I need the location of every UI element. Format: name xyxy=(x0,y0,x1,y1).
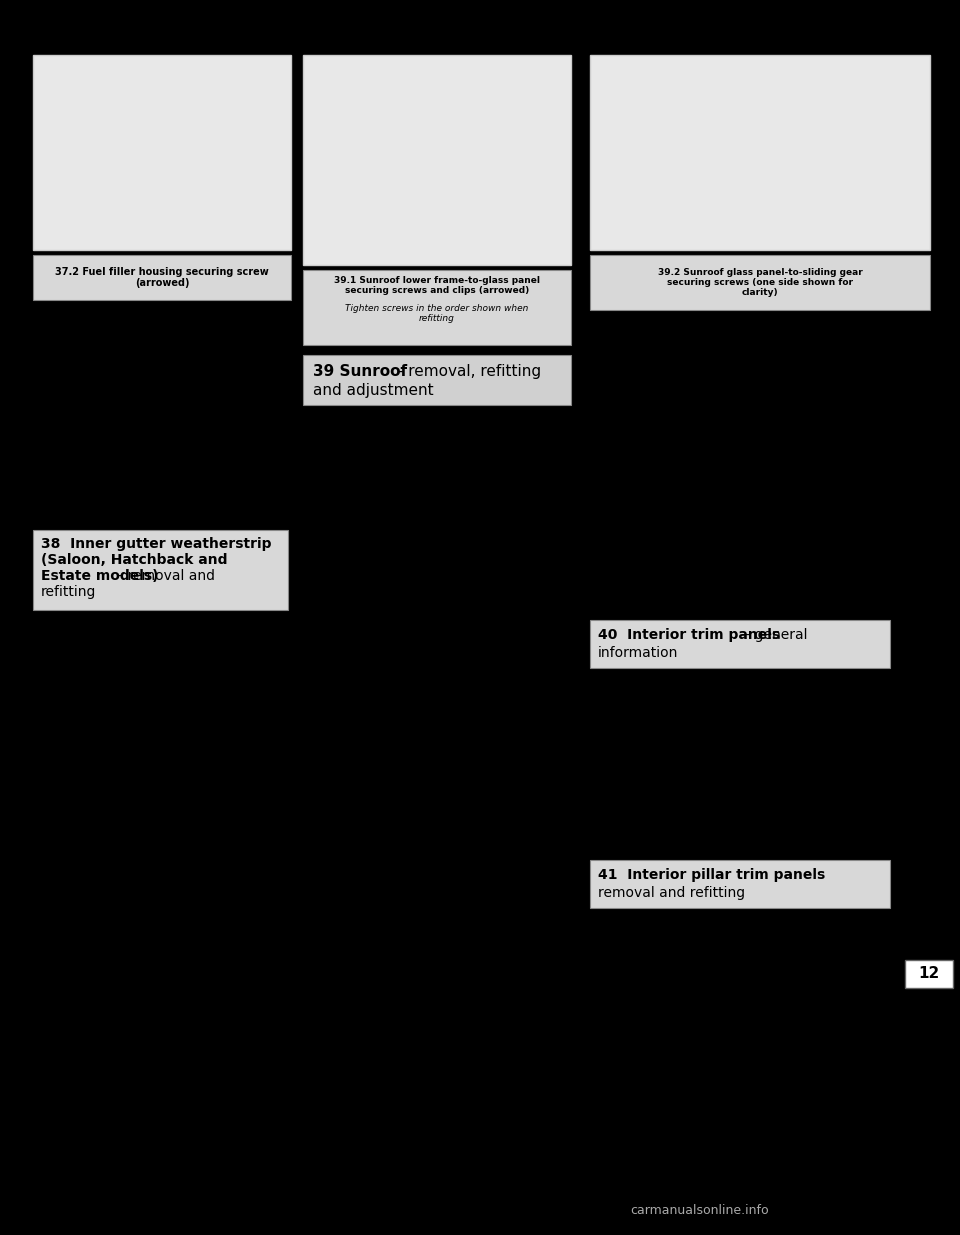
Text: - removal and: - removal and xyxy=(114,569,215,583)
Text: 37.2 Fuel filler housing securing screw
(arrowed): 37.2 Fuel filler housing securing screw … xyxy=(55,267,269,288)
Bar xyxy=(905,960,953,988)
Text: 39.1 Sunroof lower frame-to-glass panel
securing screws and clips (arrowed): 39.1 Sunroof lower frame-to-glass panel … xyxy=(334,275,540,295)
Text: Tighten screws in the order shown when
refitting: Tighten screws in the order shown when r… xyxy=(346,304,529,324)
Text: 40  Interior trim panels: 40 Interior trim panels xyxy=(598,629,780,642)
Text: 39 Sunroof: 39 Sunroof xyxy=(313,364,407,379)
Bar xyxy=(33,254,291,300)
Text: - removal, refitting: - removal, refitting xyxy=(393,364,541,379)
Text: Estate models): Estate models) xyxy=(41,569,158,583)
Bar xyxy=(33,56,291,249)
Text: refitting: refitting xyxy=(41,585,96,599)
Text: removal and refitting: removal and refitting xyxy=(598,885,745,900)
Bar xyxy=(303,270,571,345)
Text: carmanualsonline.info: carmanualsonline.info xyxy=(631,1203,769,1216)
Text: information: information xyxy=(598,646,679,659)
Text: and adjustment: and adjustment xyxy=(313,383,434,398)
Text: - general: - general xyxy=(741,629,807,642)
Bar xyxy=(590,860,890,908)
Bar xyxy=(590,620,890,668)
Text: 38  Inner gutter weatherstrip: 38 Inner gutter weatherstrip xyxy=(41,537,272,551)
Text: -: - xyxy=(783,868,792,882)
Text: 41  Interior pillar trim panels: 41 Interior pillar trim panels xyxy=(598,868,826,882)
Bar xyxy=(590,56,930,249)
Text: 39.2 Sunroof glass panel-to-sliding gear
securing screws (one side shown for
cla: 39.2 Sunroof glass panel-to-sliding gear… xyxy=(658,268,862,298)
Text: 12: 12 xyxy=(919,967,940,982)
Bar xyxy=(33,530,288,610)
Bar xyxy=(303,56,571,266)
Bar xyxy=(303,354,571,405)
Text: (Saloon, Hatchback and: (Saloon, Hatchback and xyxy=(41,553,228,567)
Bar xyxy=(590,254,930,310)
